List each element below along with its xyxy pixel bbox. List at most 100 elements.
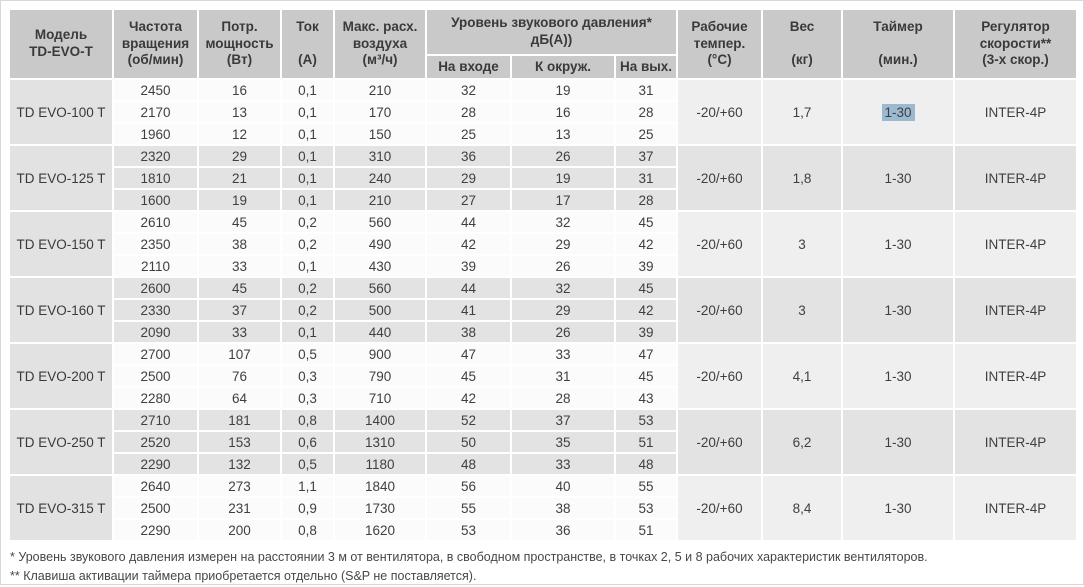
airflow-cell: 710 <box>333 386 427 410</box>
table-row: TD EVO-125 T 2320 29 0,1 310 36 26 37 -20/+60 1,8… <box>8 144 1079 212</box>
speed-cell: 2500 <box>112 496 199 520</box>
current-cell: 0,5 <box>280 452 335 476</box>
power-cell: 16 <box>197 78 282 102</box>
airflow-cell: 900 <box>333 342 427 366</box>
timer-value: 1-30 <box>884 434 912 450</box>
temperature-cell: -20/+60 <box>676 342 764 410</box>
table-row: 1810 21 0,1 240 29 19 31 <box>9 166 1077 190</box>
current-cell: 0,1 <box>280 166 335 190</box>
timer-value: 1-30 <box>884 302 912 318</box>
spec-table: Модель TD-EVO-T Частота вращения (об/мин… <box>8 8 1079 542</box>
current-cell: 0,1 <box>280 320 335 344</box>
airflow-cell: 560 <box>333 276 427 300</box>
sound-surround-cell: 29 <box>510 232 616 256</box>
airflow-cell: 1840 <box>333 474 427 498</box>
sound-outlet-cell: 53 <box>613 408 679 432</box>
table-row: TD EVO-250 T 2710 181 0,8 1400 52 37 53 -20/+60 6… <box>8 408 1079 476</box>
sound-inlet-cell: 42 <box>425 386 512 410</box>
power-cell: 231 <box>197 496 282 520</box>
current-cell: 0,5 <box>280 342 335 366</box>
airflow-cell: 430 <box>333 254 427 278</box>
airflow-cell: 440 <box>333 320 427 344</box>
sound-outlet-cell: 55 <box>613 474 679 498</box>
weight-cell: 3 <box>761 210 844 278</box>
sound-inlet-cell: 38 <box>425 320 512 344</box>
footnotes: * Уровень звукового давления измерен на … <box>8 548 1076 587</box>
sound-surround-cell: 17 <box>510 188 616 212</box>
timer-cell: 1-30 <box>841 78 956 146</box>
speed-cell: 2290 <box>112 452 199 476</box>
table-row: 2170 13 0,1 170 28 16 28 <box>9 100 1077 124</box>
speed-cell: 2610 <box>112 210 199 234</box>
table-row: TD EVO-100 T 2450 16 0,1 210 32 19 31 -20/+60 1,7… <box>8 78 1079 146</box>
table-row: TD EVO-315 T 2640 273 1,1 1840 56 40 55 -20/+60 8… <box>8 474 1079 542</box>
airflow-cell: 1180 <box>333 452 427 476</box>
footnote-sound-pressure: * Уровень звукового давления измерен на … <box>10 550 928 564</box>
current-cell: 0,8 <box>280 408 335 432</box>
airflow-cell: 210 <box>333 188 427 212</box>
speed-cell: 2290 <box>112 518 199 542</box>
current-cell: 0,3 <box>280 364 335 388</box>
weight-cell: 1,8 <box>761 144 844 212</box>
table-row: 1960 12 0,1 150 25 13 25 <box>9 122 1077 146</box>
speed-cell: 2640 <box>112 474 199 498</box>
sound-surround-cell: 19 <box>510 166 616 190</box>
table-row: 2280 64 0,3 710 42 28 43 <box>9 386 1077 410</box>
temperature-cell: -20/+60 <box>676 474 764 542</box>
sound-surround-cell: 35 <box>510 430 616 454</box>
footnote-timer-key: ** Клавиша активации таймера приобретает… <box>10 569 477 584</box>
col-header-speed-regulator: Регулятор скорости** (3-х скор.) <box>953 8 1079 80</box>
table-row: 2330 37 0,2 500 41 29 42 <box>9 298 1077 322</box>
speed-cell: 2600 <box>112 276 199 300</box>
sound-inlet-cell: 47 <box>425 342 512 366</box>
sound-surround-cell: 33 <box>510 342 616 366</box>
power-cell: 76 <box>197 364 282 388</box>
power-cell: 13 <box>197 100 282 124</box>
timer-cell: 1-30 <box>841 144 956 212</box>
sound-outlet-cell: 47 <box>613 342 679 366</box>
airflow-cell: 170 <box>333 100 427 124</box>
airflow-cell: 500 <box>333 298 427 322</box>
current-cell: 0,1 <box>280 122 335 146</box>
timer-cell: 1-30 <box>841 276 956 344</box>
speed-cell: 2090 <box>112 320 199 344</box>
timer-value: 1-30 <box>884 236 912 252</box>
power-cell: 45 <box>197 210 282 234</box>
header-row-main: Модель TD-EVO-T Частота вращения (об/мин… <box>8 8 1079 80</box>
power-cell: 12 <box>197 122 282 146</box>
timer-cell: 1-30 <box>841 408 956 476</box>
table-row: 2290 132 0,5 1180 48 33 48 <box>9 452 1077 476</box>
airflow-cell: 1400 <box>333 408 427 432</box>
current-cell: 0,6 <box>280 430 335 454</box>
sound-surround-cell: 37 <box>510 408 616 432</box>
sound-outlet-cell: 39 <box>613 254 679 278</box>
sound-surround-cell: 26 <box>510 320 616 344</box>
sound-inlet-cell: 27 <box>425 188 512 212</box>
sound-outlet-cell: 43 <box>613 386 679 410</box>
sound-surround-cell: 28 <box>510 386 616 410</box>
sound-outlet-cell: 31 <box>613 78 679 102</box>
airflow-cell: 310 <box>333 144 427 168</box>
sound-outlet-cell: 31 <box>613 166 679 190</box>
current-cell: 0,1 <box>280 78 335 102</box>
timer-value-selected: 1-30 <box>881 103 915 121</box>
sound-outlet-cell: 28 <box>613 188 679 212</box>
speed-cell: 2520 <box>112 430 199 454</box>
power-cell: 64 <box>197 386 282 410</box>
sound-inlet-cell: 44 <box>425 210 512 234</box>
speed-cell: 2280 <box>112 386 199 410</box>
power-cell: 21 <box>197 166 282 190</box>
power-cell: 132 <box>197 452 282 476</box>
speed-cell: 1600 <box>112 188 199 212</box>
speed-cell: 2320 <box>112 144 199 168</box>
regulator-cell: INTER-4P <box>953 276 1079 344</box>
power-cell: 273 <box>197 474 282 498</box>
regulator-cell: INTER-4P <box>953 78 1079 146</box>
sound-inlet-cell: 53 <box>425 518 512 542</box>
col-header-sound-inlet: На входе <box>425 54 512 80</box>
sound-surround-cell: 26 <box>510 144 616 168</box>
sound-outlet-cell: 39 <box>613 320 679 344</box>
sound-outlet-cell: 42 <box>613 232 679 256</box>
weight-cell: 1,7 <box>761 78 844 146</box>
regulator-cell: INTER-4P <box>953 144 1079 212</box>
